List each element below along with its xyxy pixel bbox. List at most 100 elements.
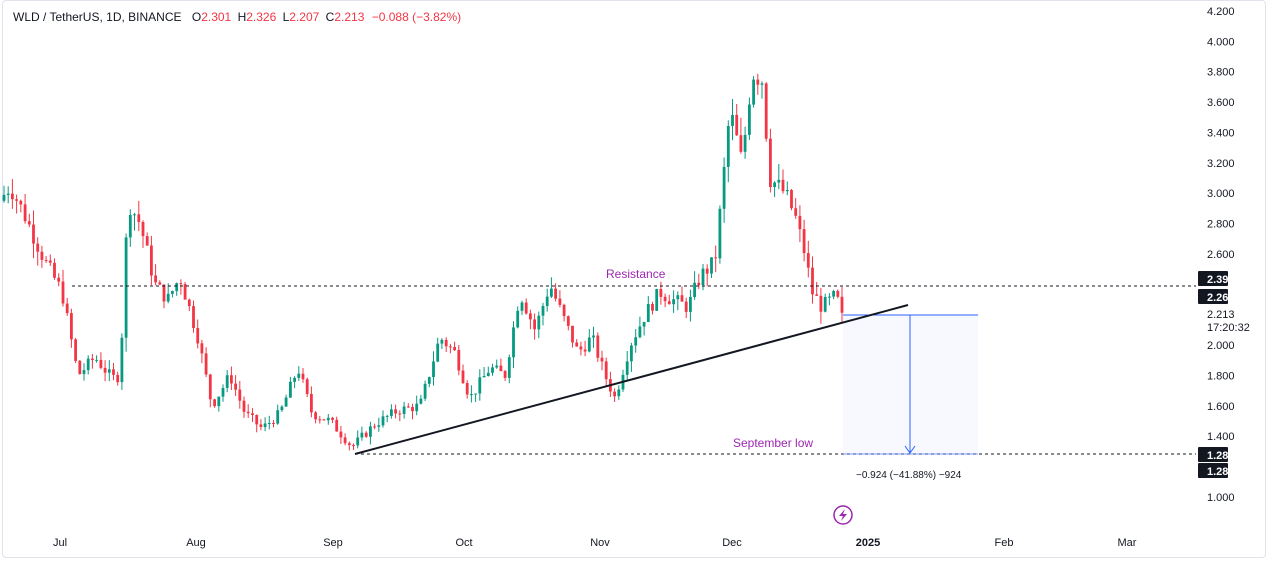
candle-body — [335, 419, 339, 432]
price-axis[interactable]: 4.200 4.000 3.800 3.600 3.400 3.200 3.000 2.800… — [1207, 6, 1235, 504]
candle-body — [272, 423, 275, 424]
candle-body — [40, 251, 44, 260]
candle-body — [457, 350, 461, 371]
candle-body — [587, 337, 591, 352]
candle-body — [70, 313, 73, 340]
candle-body — [752, 79, 755, 105]
open-value: 2.301 — [201, 10, 232, 24]
candle-body — [777, 179, 781, 183]
lightning-bolt-icon[interactable] — [833, 505, 853, 525]
candle-body — [61, 281, 65, 304]
resistance-annotation[interactable]: Resistance — [606, 267, 666, 281]
candle-body — [57, 277, 61, 282]
candle-body — [600, 357, 604, 362]
candle-body — [482, 376, 486, 378]
candle-body — [293, 377, 296, 382]
price-tick-label: 1.400 — [1207, 431, 1235, 443]
candle-body — [369, 426, 372, 437]
candle-body — [663, 296, 667, 302]
candle-body — [710, 257, 713, 274]
candle-body — [790, 190, 793, 209]
open-label: O — [191, 10, 202, 24]
candle-body — [179, 283, 183, 285]
candle-body — [743, 134, 747, 152]
low-value: 2.207 — [289, 10, 320, 24]
candles-layer — [2, 73, 844, 451]
candle-body — [310, 394, 313, 413]
candle-body — [360, 432, 364, 438]
candle-body — [735, 114, 739, 136]
high-label: H — [237, 10, 247, 24]
candle-body — [566, 316, 570, 326]
trend-line[interactable] — [354, 304, 909, 455]
candle-body — [162, 284, 166, 302]
candle-body — [95, 359, 98, 361]
candle-body — [453, 347, 456, 351]
high-value: 2.326 — [246, 10, 277, 24]
candle-body — [541, 306, 545, 316]
candle-body — [242, 400, 246, 412]
candle-body — [520, 302, 524, 311]
candle-body — [461, 370, 465, 383]
candle-body — [305, 379, 309, 394]
last-price-label: 2.213 — [1207, 309, 1235, 321]
candle-body — [137, 214, 141, 222]
candle-body — [280, 406, 284, 411]
candle-body — [406, 406, 410, 408]
candle-body — [617, 389, 621, 397]
candle-body — [200, 343, 204, 354]
candle-body — [166, 293, 170, 302]
candle-body — [705, 268, 709, 274]
candle-body — [432, 361, 435, 378]
candle-body — [192, 306, 195, 328]
candle-body — [491, 367, 494, 373]
candle-body — [550, 288, 553, 297]
candle-body — [579, 346, 583, 350]
time-axis[interactable]: Jul Aug Sep Oct Nov Dec 2025 Feb Mar — [53, 537, 1137, 549]
candle-body — [217, 396, 221, 407]
candle-body — [99, 359, 103, 368]
price-tick-label: 3.200 — [1207, 158, 1235, 170]
candle-body — [785, 190, 789, 192]
candle-body — [390, 409, 393, 416]
candle-body — [832, 291, 835, 297]
candle-body — [297, 373, 301, 378]
price-tick-label: 3.000 — [1207, 188, 1235, 200]
candle-body — [394, 409, 397, 414]
candle-body — [36, 243, 40, 252]
low-price-label-a: 1.284 — [1207, 450, 1235, 462]
candle-body — [575, 342, 579, 347]
candle-body — [208, 374, 212, 400]
candle-body — [697, 282, 701, 286]
candle-body — [82, 370, 86, 375]
candle-body — [78, 360, 82, 375]
candle-body — [651, 304, 654, 311]
candle-body — [769, 138, 772, 187]
price-tick-label: 2.800 — [1207, 219, 1235, 231]
candle-body — [684, 301, 688, 312]
candle-body — [524, 302, 528, 314]
september-low-annotation[interactable]: September low — [733, 436, 813, 450]
close-value: 2.213 — [334, 10, 365, 24]
candle-body — [238, 389, 242, 401]
candle-body — [836, 291, 840, 297]
candle-body — [634, 337, 638, 346]
candle-body — [398, 413, 402, 415]
price-tick-label: 4.000 — [1207, 36, 1235, 48]
candle-body — [318, 419, 322, 421]
measure-arrow-head — [904, 445, 916, 454]
candle-body — [196, 328, 200, 344]
candle-body — [823, 297, 827, 312]
candle-body — [356, 437, 360, 446]
candle-body — [764, 83, 768, 139]
price-tick-label: 1.000 — [1207, 492, 1235, 504]
candle-body — [781, 179, 785, 192]
candle-body — [116, 374, 120, 383]
symbol-name[interactable]: WLD / TetherUS, 1D, BINANCE — [13, 10, 182, 24]
candle-body — [175, 283, 179, 292]
candle-body — [402, 406, 406, 414]
candle-body — [326, 417, 330, 421]
candle-body — [230, 375, 233, 384]
time-tick-label: Sep — [323, 537, 343, 549]
